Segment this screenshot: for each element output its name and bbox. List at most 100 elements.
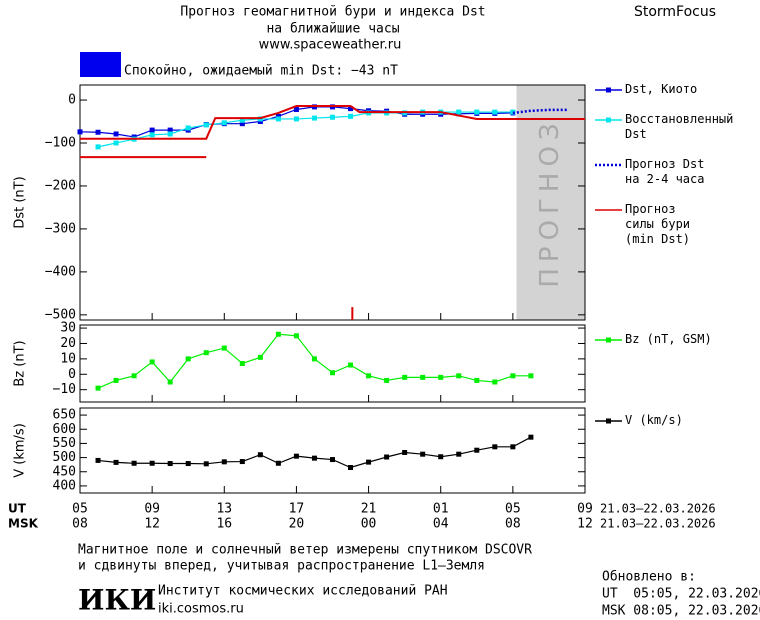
legend-label: Прогноз Dst на 2-4 часа	[625, 157, 705, 186]
data-point	[149, 132, 155, 138]
data-point	[366, 459, 372, 465]
data-point	[348, 362, 354, 368]
data-point	[221, 459, 227, 465]
data-point	[275, 331, 281, 337]
x-tick-label: 05	[505, 502, 521, 517]
logo: ИКИ	[78, 584, 156, 617]
data-point	[221, 345, 227, 351]
plot-frame	[79, 324, 586, 403]
data-point	[257, 452, 263, 458]
data-point	[293, 453, 299, 459]
data-point	[293, 333, 299, 339]
y-tick-label: 0	[68, 93, 76, 108]
data-point	[167, 131, 173, 137]
data-point	[257, 354, 263, 360]
x-tick-label-msk: 04	[433, 517, 449, 532]
data-point	[257, 119, 263, 125]
data-line	[512, 108, 567, 115]
row-label: UT	[8, 502, 27, 516]
legend-label: V (km/s)	[625, 413, 683, 427]
data-point	[311, 115, 317, 121]
legend-label: Bz (nT, GSM)	[625, 332, 712, 346]
data-point	[528, 373, 534, 379]
data-point	[510, 444, 516, 450]
data-point	[293, 106, 299, 112]
data-point	[456, 373, 462, 379]
data-point	[239, 117, 245, 123]
data-point	[113, 459, 119, 465]
note: Магнитное поле и солнечный ветер измерен…	[78, 543, 532, 558]
data-point	[185, 125, 191, 131]
data-point	[239, 121, 245, 127]
legend-label: Прогноз силы бури (min Dst)	[625, 202, 691, 246]
data-point	[348, 106, 354, 112]
y-tick-label: 400	[53, 478, 76, 493]
y-axis-label: Bz (nT)	[13, 340, 28, 386]
y-tick-label: 30	[60, 321, 76, 336]
data-point	[311, 455, 317, 461]
data-point	[456, 451, 462, 457]
data-point	[95, 457, 101, 463]
forecast-region	[516, 85, 585, 320]
site: iki.cosmos.ru	[158, 602, 244, 617]
plot-frame	[79, 407, 586, 494]
data-line	[97, 436, 532, 469]
x-tick-label: 09	[144, 502, 160, 517]
data-line	[97, 111, 513, 148]
data-point	[474, 109, 480, 115]
data-point	[492, 379, 498, 385]
title: Прогноз геомагнитной бури и индекса Dst	[180, 5, 485, 20]
y-tick-label: −300	[45, 221, 76, 236]
data-point	[95, 385, 101, 391]
legend-marker	[606, 117, 611, 123]
legend-marker	[606, 87, 611, 93]
data-point	[492, 109, 498, 115]
data-point	[149, 359, 155, 365]
data-point	[510, 373, 516, 379]
updated: UT 05:05, 22.03.2026	[602, 587, 760, 602]
x-tick-label-msk: 20	[289, 517, 305, 532]
data-point	[113, 140, 119, 146]
status: Спокойно, ожидаемый min Dst: −43 nT	[124, 64, 398, 79]
legend-marker	[606, 418, 611, 424]
data-point	[203, 461, 209, 467]
data-point	[348, 113, 354, 119]
forecast-label: ПРОГНОЗ	[535, 117, 565, 287]
data-point	[149, 460, 155, 466]
data-point	[275, 116, 281, 122]
y-tick-label: −500	[45, 307, 76, 322]
data-point	[384, 377, 390, 383]
data-point	[348, 465, 354, 470]
data-point	[420, 451, 426, 457]
x-tick-label-msk: 12	[144, 517, 160, 532]
data-point	[402, 374, 408, 380]
row-label: MSK	[8, 517, 39, 531]
data-point	[474, 377, 480, 383]
y-tick-label: −10	[53, 382, 76, 397]
note: и сдвинуты вперед, учитывая распростране…	[78, 559, 485, 574]
x-tick-label: 17	[289, 502, 305, 517]
status-box	[80, 52, 121, 77]
data-point	[131, 460, 137, 466]
y-tick-label: −100	[45, 135, 76, 150]
data-point	[438, 454, 444, 460]
url: www.spaceweather.ru	[259, 38, 402, 53]
updated: MSK 08:05, 22.03.2026	[602, 604, 760, 619]
y-tick-label: −200	[45, 178, 76, 193]
y-tick-label: 0	[68, 367, 76, 382]
data-point	[95, 144, 101, 150]
data-point	[420, 374, 426, 380]
data-point	[492, 444, 498, 450]
institute: Институт космических исследований РАН	[158, 584, 448, 599]
data-point	[167, 461, 173, 467]
legend-label: Dst, Киото	[625, 82, 698, 96]
x-tick-label-msk: 08	[72, 517, 88, 532]
data-point	[203, 122, 209, 128]
data-point	[113, 131, 119, 137]
brand: StormFocus	[634, 4, 716, 20]
data-point	[131, 373, 137, 379]
data-point	[185, 356, 191, 362]
legend-marker	[606, 337, 611, 343]
